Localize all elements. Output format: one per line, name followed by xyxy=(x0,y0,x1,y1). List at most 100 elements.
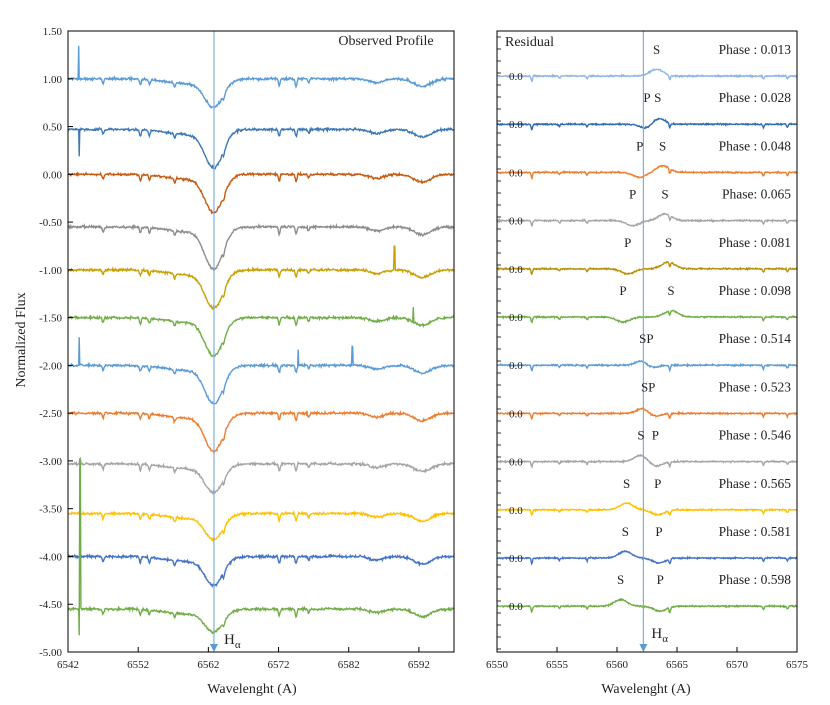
left-y-ticks: 1.50 1.00 0.50 0.00 -0.50 -1.00 -1.50 -2.00 -2.5… xyxy=(39,26,73,659)
observed-spectrum-line xyxy=(67,337,455,405)
residual-series-group xyxy=(496,67,798,614)
primary-component-label: P xyxy=(636,138,643,153)
residual-spectrum-line xyxy=(496,164,798,181)
right-x-tick-label: 6560 xyxy=(606,659,629,671)
residual-spectrum-line xyxy=(496,501,798,517)
left-x-tick-label: 6552 xyxy=(127,659,149,671)
primary-component-label: P xyxy=(629,187,636,202)
left-x-tick-label: 6582 xyxy=(338,659,360,671)
left-y-tick-label: 0.00 xyxy=(43,169,63,181)
secondary-component-label: S xyxy=(622,524,629,539)
residual-zero-label: 0.0 xyxy=(509,360,523,372)
primary-component-label: P xyxy=(643,90,650,105)
observed-spectrum-line xyxy=(67,245,455,311)
left-x-tick-label: 6572 xyxy=(268,659,290,671)
right-x-tick-label: 6555 xyxy=(546,659,569,671)
observed-spectrum-line xyxy=(67,409,454,455)
residual-title: Residual xyxy=(505,35,554,50)
phase-label: Phase : 0.514 xyxy=(719,331,792,346)
sp-component-label: SP xyxy=(639,331,653,346)
phase-label: Phase : 0.081 xyxy=(719,235,791,250)
observed-profile-title: Observed Profile xyxy=(338,34,433,49)
secondary-component-label: S xyxy=(637,428,644,443)
residual-zero-label: 0.0 xyxy=(509,312,523,324)
primary-component-label: P xyxy=(655,524,662,539)
secondary-component-label: S xyxy=(653,42,660,57)
observed-spectrum-line xyxy=(67,126,454,170)
phase-label: Phase : 0.028 xyxy=(719,90,792,105)
left-y-tick-label: -3.50 xyxy=(39,504,62,516)
secondary-component-label: S xyxy=(641,379,648,394)
residual-zero-label: 0.0 xyxy=(509,119,523,131)
phase-label: Phase : 0.098 xyxy=(719,283,792,298)
observed-spectrum-line xyxy=(67,509,455,543)
phase-label: Phase : 0.565 xyxy=(719,476,792,491)
right-x-axis-title: Wavelenght (A) xyxy=(601,682,691,697)
phase-label: Phase : 0.546 xyxy=(719,428,792,443)
left-plot-frame xyxy=(67,30,455,653)
left-y-tick-label: -4.50 xyxy=(39,599,62,611)
residual-spectrum-line xyxy=(497,453,797,469)
left-x-tick-label: 6542 xyxy=(57,659,79,671)
right-left-axis-ticks xyxy=(497,36,501,650)
secondary-component-label: S xyxy=(661,187,668,202)
residual-zero-label: 0.0 xyxy=(509,71,523,83)
primary-component-label: P xyxy=(648,379,655,394)
right-x-tick-label: 6575 xyxy=(786,659,809,671)
residual-zero-label: 0.0 xyxy=(509,505,523,517)
residual-zero-label: 0.0 xyxy=(509,264,523,276)
secondary-component-label: S xyxy=(659,138,666,153)
left-y-tick-label: 1.00 xyxy=(43,74,63,86)
right-x-tick-label: 6565 xyxy=(666,659,689,671)
observed-spectrum-line xyxy=(67,45,454,109)
residual-spectrum-line xyxy=(496,67,798,83)
phase-label: Phase : 0.048 xyxy=(719,138,792,153)
residual-spectrum-line xyxy=(496,212,798,228)
left-y-tick-label: -4.00 xyxy=(39,551,62,563)
observed-spectrum-line xyxy=(67,222,455,272)
phase-label: Phase: 0.065 xyxy=(722,187,791,202)
h-alpha-label-left: Hα xyxy=(224,632,241,651)
residual-spectrum-line xyxy=(496,407,798,421)
primary-component-label: P xyxy=(654,476,661,491)
left-y-tick-label: -0.50 xyxy=(39,217,62,229)
left-x-tick-label: 6592 xyxy=(408,659,430,671)
y-axis-title: Normalized Flux xyxy=(14,292,29,387)
right-plot-frame xyxy=(496,30,798,653)
h-alpha-arrow-left xyxy=(209,644,218,652)
residual-spectrum-line xyxy=(496,260,798,276)
primary-component-label: P xyxy=(619,283,626,298)
left-y-tick-label: -5.00 xyxy=(39,647,62,659)
phase-label: Phase : 0.598 xyxy=(719,572,792,587)
h-alpha-label-right: Hα xyxy=(651,626,668,645)
residual-spectrum-line xyxy=(496,549,798,566)
phase-label: Phase : 0.581 xyxy=(719,524,791,539)
residual-zero-label: 0.0 xyxy=(509,601,523,613)
secondary-component-label: S xyxy=(617,572,624,587)
observed-spectrum-line xyxy=(67,307,455,358)
residual-zero-label: 0.0 xyxy=(509,457,523,469)
right-x-tick-label: 6570 xyxy=(726,659,749,671)
left-y-tick-label: -2.00 xyxy=(39,360,62,372)
primary-component-label: P xyxy=(657,572,664,587)
phase-label: Phase : 0.013 xyxy=(719,42,792,57)
residual-spectrum-line xyxy=(496,359,797,373)
observed-series-group xyxy=(67,45,455,636)
observed-spectrum-line xyxy=(68,456,454,495)
left-x-axis-title: Wavelenght (A) xyxy=(207,682,297,697)
left-y-tick-label: -1.50 xyxy=(39,313,62,325)
observed-profile-panel: 1.50 1.00 0.50 0.00 -0.50 -1.00 -1.50 -2.00 -2.5… xyxy=(39,26,455,671)
primary-component-label: P xyxy=(624,235,631,250)
secondary-component-label: S xyxy=(623,476,630,491)
residual-panel: 6550 6555 6560 6565 6570 6575 0.0 Phase : 0.01… xyxy=(486,30,809,671)
h-alpha-arrow-right xyxy=(639,644,648,652)
residual-spectrum-line xyxy=(496,117,798,131)
residual-zero-label: 0.0 xyxy=(509,216,523,228)
left-y-tick-label: 0.50 xyxy=(43,122,63,134)
observed-spectrum-line xyxy=(67,552,455,588)
residual-zero-label: 0.0 xyxy=(509,553,523,565)
right-x-tick-label: 6550 xyxy=(486,659,509,671)
phase-label: Phase : 0.523 xyxy=(719,379,792,394)
